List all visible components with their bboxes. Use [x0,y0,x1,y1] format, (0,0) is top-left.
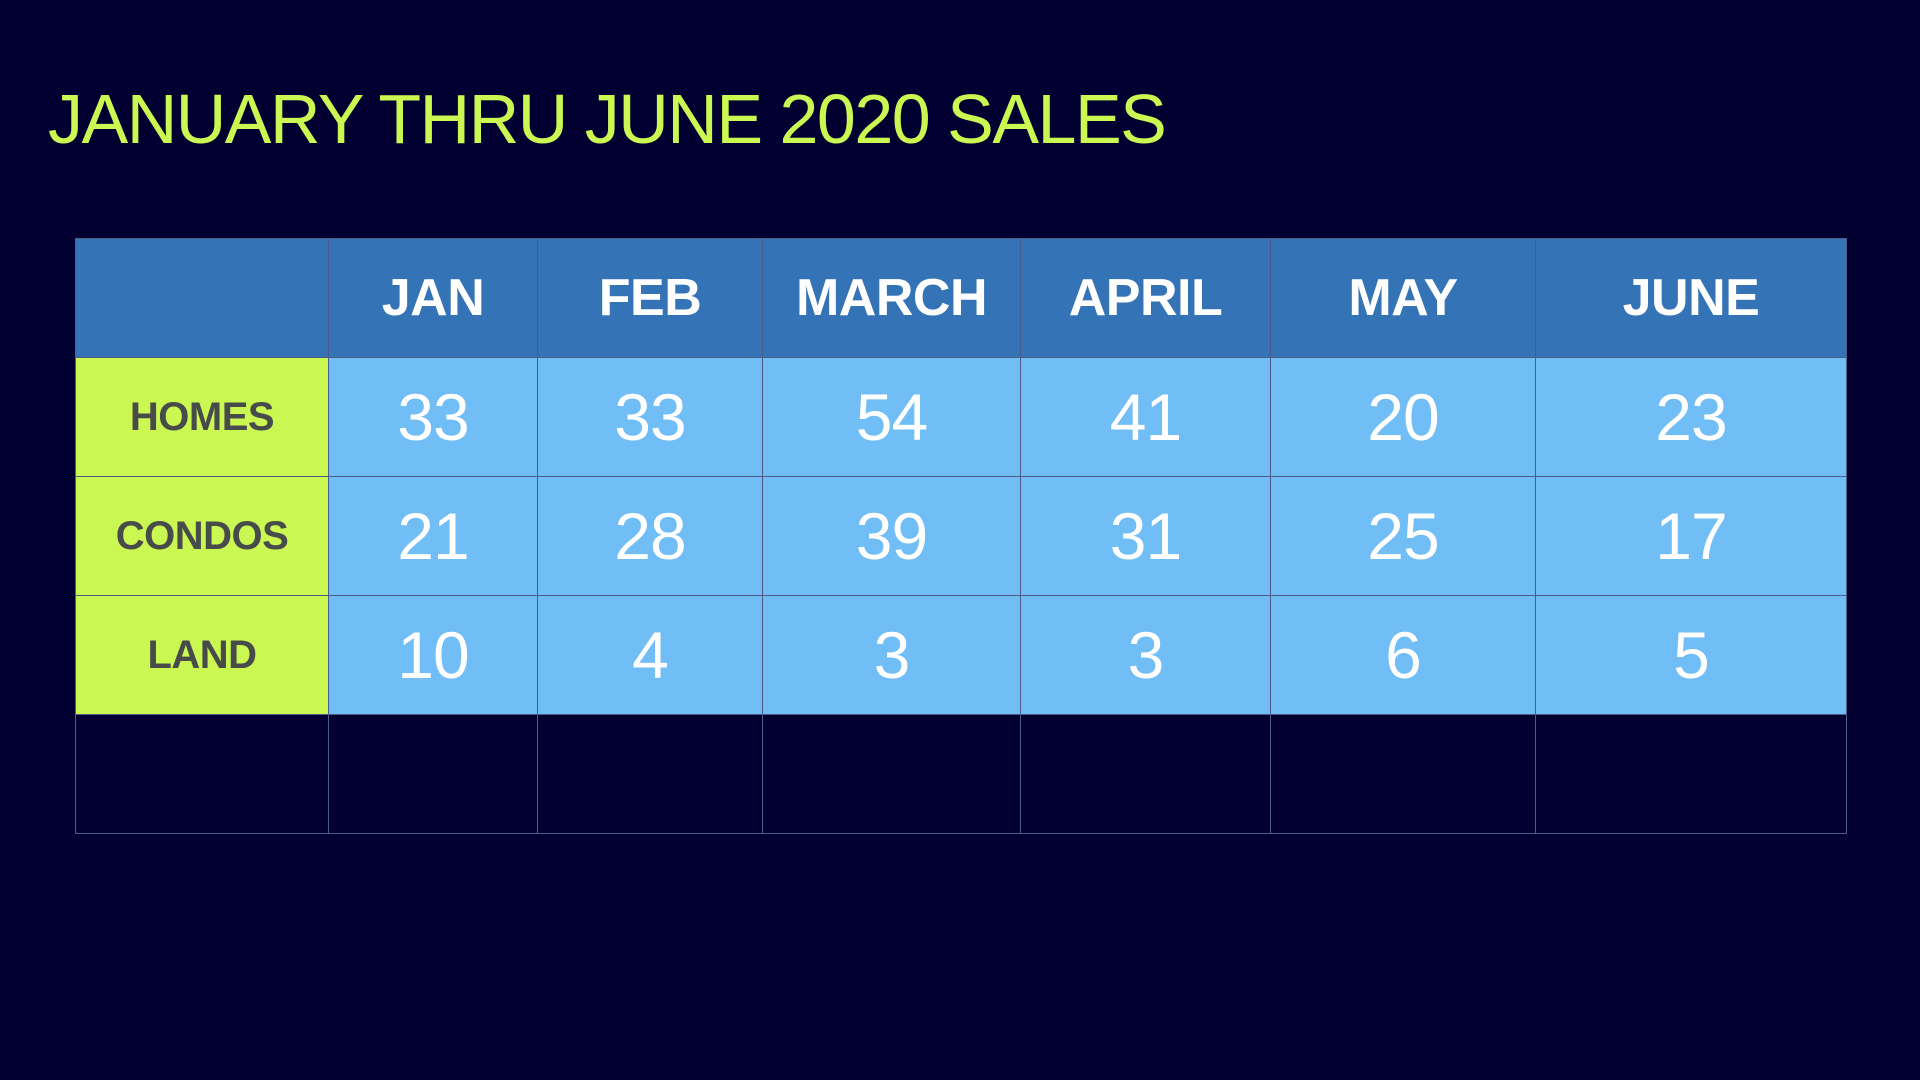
table-cell: 17 [1535,476,1847,596]
table-cell: 54 [762,357,1021,477]
header-row: JAN FEB MARCH APRIL MAY JUNE [75,238,1847,358]
empty-cell [1270,714,1536,834]
sales-table: JAN FEB MARCH APRIL MAY JUNE HOMES 33 33… [75,238,1847,834]
column-header-april: APRIL [1020,238,1271,358]
table-cell: 39 [762,476,1021,596]
table-cell: 33 [328,357,538,477]
table-cell: 28 [537,476,763,596]
table-cell: 33 [537,357,763,477]
column-header-jan: JAN [328,238,538,358]
table-cell: 41 [1020,357,1271,477]
row-label-homes: HOMES [75,357,329,477]
table-cell: 23 [1535,357,1847,477]
table-cell: 21 [328,476,538,596]
table-cell: 5 [1535,595,1847,715]
column-header-june: JUNE [1535,238,1847,358]
table-cell: 6 [1270,595,1536,715]
column-header-may: MAY [1270,238,1536,358]
table-cell: 25 [1270,476,1536,596]
empty-cell [75,714,329,834]
table-cell: 3 [1020,595,1271,715]
empty-cell [762,714,1021,834]
page-title: JANUARY THRU JUNE 2020 SALES [48,80,1167,158]
column-header-feb: FEB [537,238,763,358]
row-label-condos: CONDOS [75,476,329,596]
column-header-march: MARCH [762,238,1021,358]
empty-cell [328,714,538,834]
empty-cell [537,714,763,834]
table-row-homes: HOMES 33 33 54 41 20 23 [75,357,1847,477]
table-cell: 4 [537,595,763,715]
table-cell: 20 [1270,357,1536,477]
table-cell: 31 [1020,476,1271,596]
table-row-land: LAND 10 4 3 3 6 5 [75,595,1847,715]
empty-cell [1020,714,1271,834]
table-cell: 10 [328,595,538,715]
table-row-condos: CONDOS 21 28 39 31 25 17 [75,476,1847,596]
corner-cell [75,238,329,358]
empty-cell [1535,714,1847,834]
table-cell: 3 [762,595,1021,715]
row-label-land: LAND [75,595,329,715]
table-row-empty [75,714,1847,834]
